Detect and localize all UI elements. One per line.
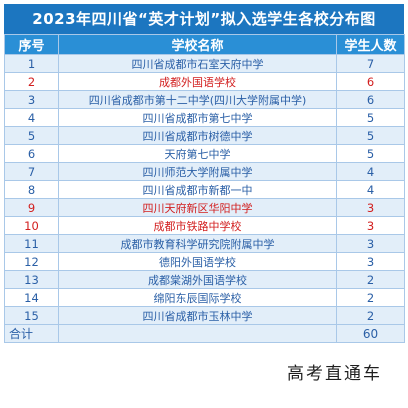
cell-school-name: 成都市铁路中学校 — [58, 216, 337, 235]
cell-school-name: 四川省成都市石室天府中学 — [58, 54, 337, 73]
cell-student-count: 5 — [336, 144, 405, 163]
cell-seq: 13 — [4, 270, 59, 289]
cell-school-name: 四川省成都市新都一中 — [58, 180, 337, 199]
table-row: 15 四川省成都市玉林中学 2 — [4, 306, 405, 325]
cell-student-count: 4 — [336, 180, 405, 199]
cell-seq: 15 — [4, 306, 59, 325]
header-school-name: 学校名称 — [58, 34, 337, 55]
cell-seq: 1 — [4, 54, 59, 73]
table-row: 9 四川天府新区华阳中学 3 — [4, 198, 405, 217]
cell-school-name: 四川省成都市第十二中学(四川大学附属中学) — [58, 90, 337, 109]
table-row: 2 成都外国语学校 6 — [4, 72, 405, 91]
cell-seq: 14 — [4, 288, 59, 307]
cell-student-count: 3 — [336, 252, 405, 271]
cell-seq: 10 — [4, 216, 59, 235]
total-value: 60 — [336, 324, 405, 343]
table-row: 11 成都市教育科学研究院附属中学 3 — [4, 234, 405, 253]
cell-student-count: 3 — [336, 234, 405, 253]
total-spacer — [58, 324, 337, 343]
cell-school-name: 四川省成都市玉林中学 — [58, 306, 337, 325]
cell-school-name: 四川天府新区华阳中学 — [58, 198, 337, 217]
cell-student-count: 6 — [336, 90, 405, 109]
cell-student-count: 2 — [336, 288, 405, 307]
table-body: 1 四川省成都市石室天府中学 7 2 成都外国语学校 6 3 四川省成都市第十二中学(四川大学… — [4, 54, 405, 325]
cell-school-name: 绵阳东辰国际学校 — [58, 288, 337, 307]
cell-student-count: 2 — [336, 270, 405, 289]
table-row: 13 成都棠湖外国语学校 2 — [4, 270, 405, 289]
table-row: 14 绵阳东辰国际学校 2 — [4, 288, 405, 307]
table-row: 1 四川省成都市石室天府中学 7 — [4, 54, 405, 73]
table-row: 10 成都市铁路中学校 3 — [4, 216, 405, 235]
cell-school-name: 四川省成都市第七中学 — [58, 108, 337, 127]
table-row: 7 四川师范大学附属中学 4 — [4, 162, 405, 181]
header-row: 序号 学校名称 学生人数 — [4, 34, 405, 55]
cell-school-name: 四川省成都市树德中学 — [58, 126, 337, 145]
cell-school-name: 成都外国语学校 — [58, 72, 337, 91]
cell-student-count: 2 — [336, 306, 405, 325]
total-label: 合计 — [4, 324, 59, 343]
cell-student-count: 3 — [336, 198, 405, 217]
total-row: 合计 60 — [4, 324, 405, 343]
cell-student-count: 5 — [336, 126, 405, 145]
watermark-text: 高考直通车 — [287, 364, 382, 384]
cell-student-count: 6 — [336, 72, 405, 91]
table-title: 2023年四川省“英才计划”拟入选学生各校分布图 — [4, 4, 404, 34]
cell-school-name: 成都棠湖外国语学校 — [58, 270, 337, 289]
cell-seq: 8 — [4, 180, 59, 199]
table-row: 3 四川省成都市第十二中学(四川大学附属中学) 6 — [4, 90, 405, 109]
cell-seq: 5 — [4, 126, 59, 145]
school-distribution-table: 序号 学校名称 学生人数 1 四川省成都市石室天府中学 7 2 成都外国语学校 6 3 四川省… — [4, 34, 405, 343]
cell-school-name: 成都市教育科学研究院附属中学 — [58, 234, 337, 253]
table-row: 4 四川省成都市第七中学 5 — [4, 108, 405, 127]
cell-seq: 11 — [4, 234, 59, 253]
cell-student-count: 7 — [336, 54, 405, 73]
cell-school-name: 德阳外国语学校 — [58, 252, 337, 271]
cell-student-count: 5 — [336, 108, 405, 127]
cell-seq: 12 — [4, 252, 59, 271]
cell-school-name: 四川师范大学附属中学 — [58, 162, 337, 181]
cell-student-count: 4 — [336, 162, 405, 181]
table-row: 8 四川省成都市新都一中 4 — [4, 180, 405, 199]
header-seq: 序号 — [4, 34, 59, 55]
table-row: 6 天府第七中学 5 — [4, 144, 405, 163]
cell-seq: 6 — [4, 144, 59, 163]
cell-seq: 4 — [4, 108, 59, 127]
header-student-count: 学生人数 — [336, 34, 405, 55]
cell-seq: 7 — [4, 162, 59, 181]
cell-seq: 9 — [4, 198, 59, 217]
table-row: 12 德阳外国语学校 3 — [4, 252, 405, 271]
cell-seq: 3 — [4, 90, 59, 109]
cell-school-name: 天府第七中学 — [58, 144, 337, 163]
cell-seq: 2 — [4, 72, 59, 91]
table-row: 5 四川省成都市树德中学 5 — [4, 126, 405, 145]
cell-student-count: 3 — [336, 216, 405, 235]
